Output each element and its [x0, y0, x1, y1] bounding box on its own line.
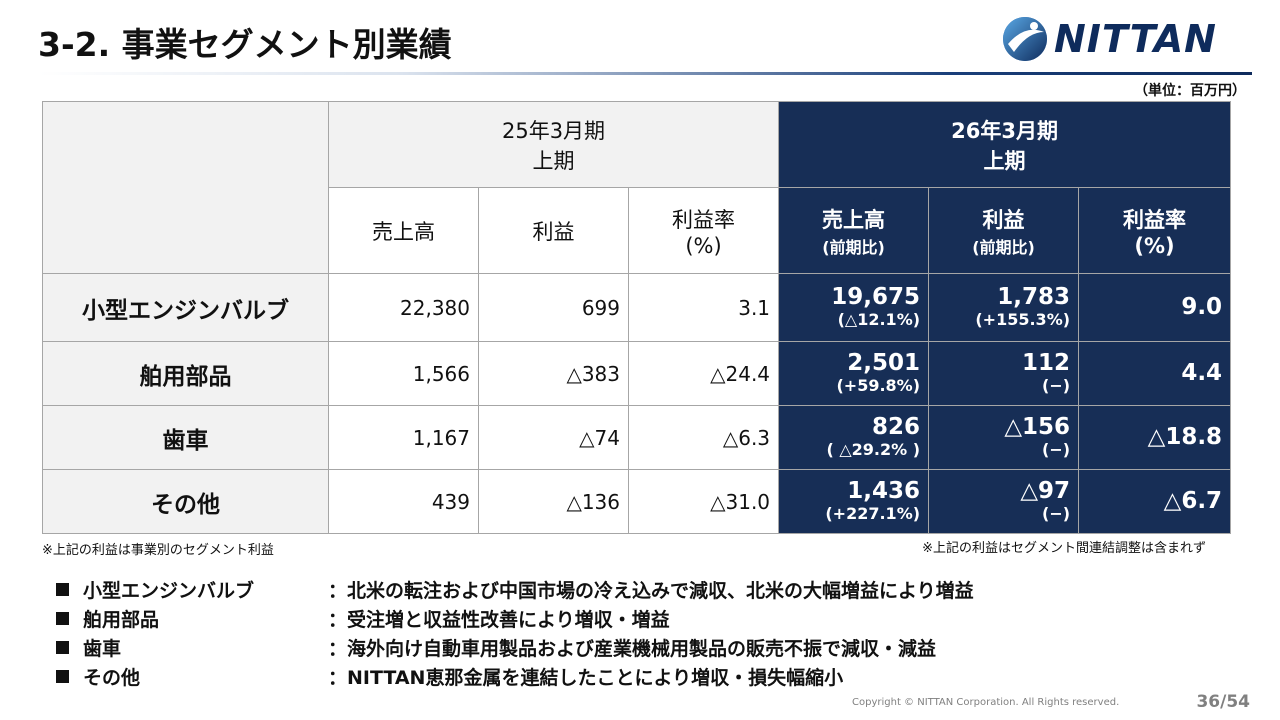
curr-sales-cell: 826 ( △29.2% ) — [778, 405, 930, 470]
table-row: 歯車 1,167 △74 △6.3 826 ( △29.2% ) △156 (−… — [42, 405, 1232, 470]
table-header-row-2: 売上高 利益 利益率 (%) 売上高 (前期比) 利益 (前期比) 利益率 (%… — [43, 187, 1232, 274]
bullet-square-icon — [56, 583, 69, 596]
segment-comments: 小型エンジンバルブ ：北米の転注および中国市場の冷え込みで減収、北米の大幅増益に… — [56, 575, 974, 691]
prev-profit-value: △74 — [478, 405, 629, 470]
curr-period-header: 26年3月期 上期 — [778, 101, 1232, 188]
prev-profit-value: △136 — [478, 469, 629, 534]
curr-sales-value: 19,675 — [831, 284, 921, 310]
curr-profit-value: 1,783 — [997, 284, 1071, 310]
curr-sales-cell: 1,436 (+227.1%) — [778, 469, 930, 534]
table-row: その他 439 △136 △31.0 1,436 (+227.1%) △97 (… — [42, 469, 1232, 534]
note-right: ※上記の利益はセグメント間連結調整は含まれず — [922, 541, 1206, 556]
table-corner-cell — [42, 101, 329, 274]
curr-profit-value: △156 — [1004, 414, 1071, 440]
curr-sales-cell: 2,501 (+59.8%) — [778, 341, 930, 406]
curr-sales-yoy: (△12.1%) — [837, 310, 921, 329]
curr-profit-yoy: (−) — [1042, 504, 1071, 523]
page-title: 3-2. 事業セグメント別業績 — [38, 25, 452, 64]
prev-sales-header: 売上高 — [328, 187, 479, 274]
note-left: ※上記の利益は事業別のセグメント利益 — [42, 543, 274, 558]
curr-profit-yoy: (−) — [1042, 376, 1071, 395]
bullet-name: 小型エンジンバルブ — [83, 580, 255, 602]
prev-margin-value: 3.1 — [627, 273, 780, 342]
curr-profit-cell: 1,783 (+155.3%) — [928, 273, 1080, 342]
curr-profit-header: 利益 (前期比) — [928, 187, 1080, 274]
prev-period-header: 25年3月期 上期 — [327, 101, 780, 188]
segment-results-table: 25年3月期 上期 26年3月期 上期 売上高 利益 利益率 (%) 売上高 (… — [42, 101, 1232, 534]
prev-profit-value: 699 — [478, 273, 629, 342]
curr-margin-value: 4.4 — [1078, 341, 1232, 406]
prev-sales-value: 1,167 — [328, 405, 479, 470]
prev-profit-header: 利益 — [478, 187, 629, 274]
curr-profit-value: △97 — [1020, 478, 1071, 504]
curr-sales-yoy: ( △29.2% ) — [826, 440, 921, 459]
curr-margin-header: 利益率 (%) — [1078, 187, 1232, 274]
segment-name: 歯車 — [42, 405, 329, 470]
curr-sales-value: 1,436 — [847, 478, 921, 504]
curr-profit-cell: △156 (−) — [928, 405, 1080, 470]
prev-sales-value: 439 — [328, 469, 479, 534]
list-item: 小型エンジンバルブ ：北米の転注および中国市場の冷え込みで減収、北米の大幅増益に… — [56, 575, 974, 604]
table-row: 小型エンジンバルブ 22,380 699 3.1 19,675 (△12.1%)… — [42, 273, 1232, 342]
prev-sales-value: 22,380 — [328, 273, 479, 342]
curr-profit-cell: 112 (−) — [928, 341, 1080, 406]
list-item: 舶用部品 ：受注増と収益性改善により増収・増益 — [56, 604, 974, 633]
bullet-name: 舶用部品 — [83, 609, 160, 631]
company-logo: NITTAN — [1000, 14, 1260, 64]
segment-name: 小型エンジンバルブ — [42, 273, 329, 342]
bullet-square-icon — [56, 641, 69, 654]
copyright-text: Copyright © NITTAN Corporation. All Righ… — [852, 697, 1120, 708]
bullet-square-icon — [56, 612, 69, 625]
table-row: 舶用部品 1,566 △383 △24.4 2,501 (+59.8%) 112… — [42, 341, 1232, 406]
list-item: 歯車 ：海外向け自動車用製品および産業機械用製品の販売不振で減収・減益 — [56, 633, 974, 662]
prev-profit-value: △383 — [478, 341, 629, 406]
curr-profit-cell: △97 (−) — [928, 469, 1080, 534]
segment-name: 舶用部品 — [42, 341, 329, 406]
logo-wordmark: NITTAN — [1054, 17, 1217, 61]
bullet-desc: ：北米の転注および中国市場の冷え込みで減収、北米の大幅増益により増益 — [328, 580, 974, 602]
curr-sales-yoy: (+227.1%) — [825, 504, 921, 523]
prev-sales-value: 1,566 — [328, 341, 479, 406]
prev-margin-value: △24.4 — [627, 341, 780, 406]
curr-profit-value: 112 — [1022, 350, 1071, 376]
prev-margin-value: △6.3 — [627, 405, 780, 470]
nittan-emblem-icon — [1003, 17, 1047, 61]
bullet-name: その他 — [83, 667, 141, 689]
curr-sales-value: 826 — [872, 414, 921, 440]
bullet-desc: ：NITTAN恵那金属を連結したことにより増収・損失幅縮小 — [328, 667, 844, 689]
curr-margin-value: △6.7 — [1078, 469, 1232, 534]
prev-margin-value: △31.0 — [627, 469, 780, 534]
curr-margin-value: 9.0 — [1078, 273, 1232, 342]
curr-margin-value: △18.8 — [1078, 405, 1232, 470]
title-underline — [38, 72, 1252, 75]
curr-sales-cell: 19,675 (△12.1%) — [778, 273, 930, 342]
curr-sales-value: 2,501 — [847, 350, 921, 376]
bullet-desc: ：海外向け自動車用製品および産業機械用製品の販売不振で減収・減益 — [328, 638, 937, 660]
list-item: その他 ：NITTAN恵那金属を連結したことにより増収・損失幅縮小 — [56, 662, 974, 691]
curr-profit-yoy: (−) — [1042, 440, 1071, 459]
segment-name: その他 — [42, 469, 329, 534]
curr-profit-yoy: (+155.3%) — [975, 310, 1071, 329]
page-number: 36/54 — [1196, 692, 1250, 712]
unit-label: （単位：百万円） — [1134, 83, 1246, 99]
prev-margin-header: 利益率 (%) — [627, 187, 780, 274]
bullet-square-icon — [56, 670, 69, 683]
curr-sales-header: 売上高 (前期比) — [778, 187, 930, 274]
table-header-row-1: 25年3月期 上期 26年3月期 上期 — [42, 101, 1232, 274]
bullet-name: 歯車 — [83, 638, 122, 660]
bullet-desc: ：受注増と収益性改善により増収・増益 — [328, 609, 670, 631]
curr-sales-yoy: (+59.8%) — [836, 376, 921, 395]
